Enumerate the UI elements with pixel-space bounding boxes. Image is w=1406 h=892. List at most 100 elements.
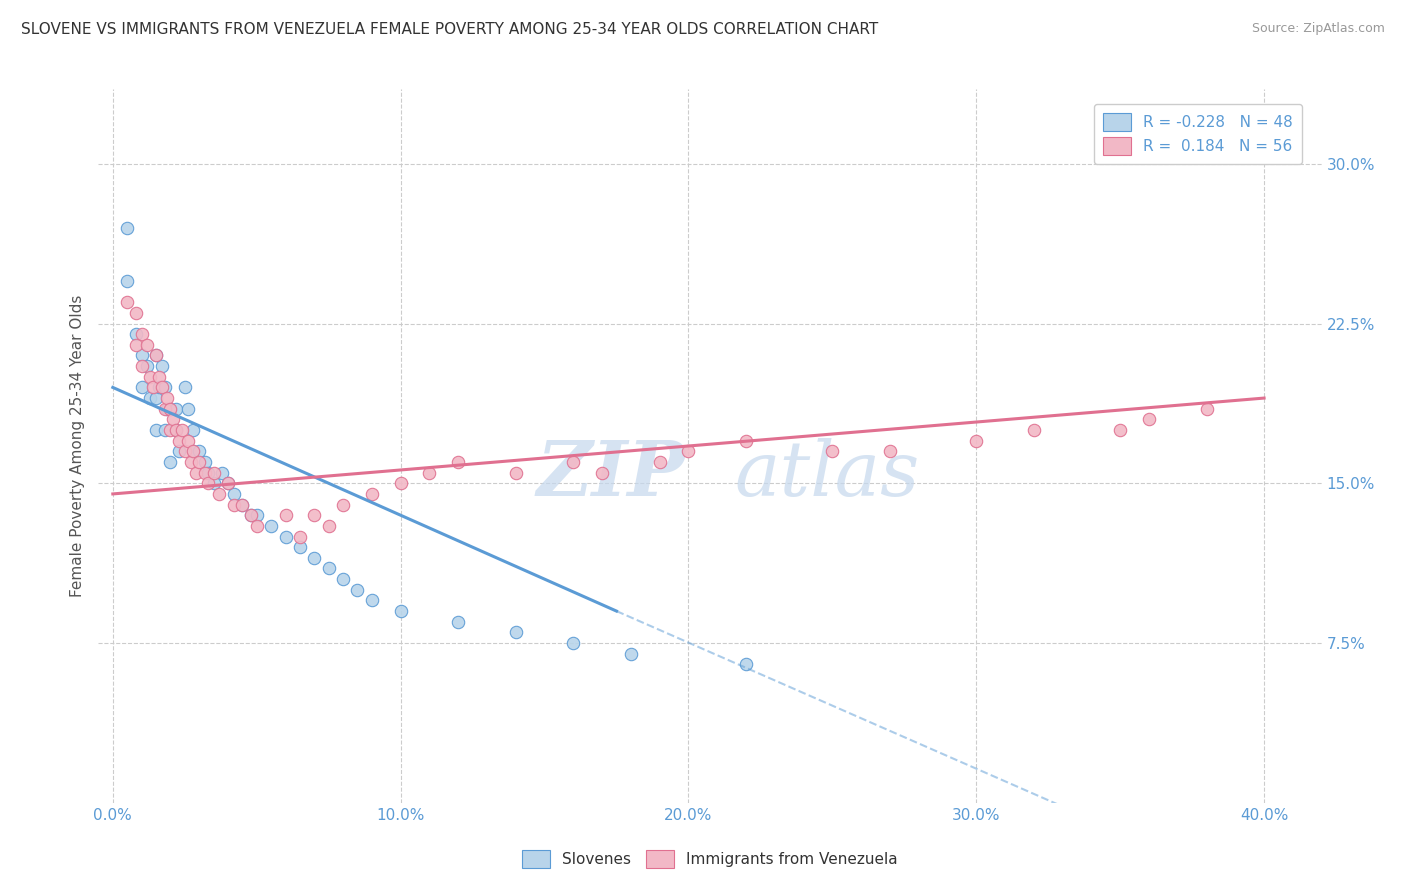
Point (1195, 401, 1218, 416)
Point (318, 519, 340, 533)
Point (735, 434, 758, 448)
Text: atlas: atlas (734, 438, 920, 511)
Point (165, 401, 187, 416)
Point (735, 657, 758, 672)
Point (194, 466, 217, 480)
Point (167, 434, 190, 448)
Point (389, 604, 412, 618)
Point (1109, 423, 1132, 437)
Point (131, 327, 153, 342)
Point (115, 274, 138, 288)
Point (170, 423, 193, 437)
Point (346, 582, 368, 597)
Point (360, 593, 382, 607)
Point (591, 466, 613, 480)
Point (131, 380, 153, 394)
Point (145, 349, 167, 363)
Point (821, 444, 844, 458)
Point (125, 338, 148, 352)
Point (202, 466, 225, 480)
Point (965, 434, 987, 448)
Point (131, 359, 153, 373)
Point (222, 487, 245, 501)
Point (231, 498, 253, 512)
Point (145, 391, 167, 405)
Point (562, 455, 585, 469)
Point (217, 476, 239, 491)
Point (125, 306, 148, 320)
Point (153, 423, 176, 437)
Point (208, 487, 231, 501)
Point (131, 349, 153, 363)
Point (125, 327, 148, 342)
Point (1137, 412, 1160, 426)
Point (211, 466, 233, 480)
Point (183, 444, 205, 458)
Point (159, 401, 181, 416)
Point (447, 455, 470, 469)
Point (165, 423, 187, 437)
Point (678, 444, 700, 458)
Point (148, 380, 170, 394)
Point (173, 444, 195, 458)
Point (145, 423, 167, 437)
Point (150, 359, 173, 373)
Point (159, 455, 181, 469)
Point (246, 508, 269, 523)
Point (183, 423, 205, 437)
Point (167, 444, 190, 458)
Point (183, 444, 205, 458)
Point (162, 412, 184, 426)
Point (447, 615, 470, 629)
Point (389, 476, 412, 491)
Point (418, 466, 440, 480)
Point (274, 508, 297, 523)
Point (360, 487, 382, 501)
Point (260, 519, 283, 533)
Point (197, 466, 219, 480)
Point (159, 401, 181, 416)
Point (197, 476, 219, 491)
Point (153, 401, 176, 416)
Point (505, 625, 527, 640)
Point (188, 455, 211, 469)
Point (332, 572, 354, 586)
Point (318, 561, 340, 575)
Point (332, 498, 354, 512)
Point (879, 444, 901, 458)
Point (180, 455, 202, 469)
Point (142, 380, 165, 394)
Point (139, 391, 162, 405)
Point (156, 401, 179, 416)
Point (505, 466, 527, 480)
Point (217, 476, 239, 491)
Point (173, 380, 195, 394)
Point (222, 498, 245, 512)
Point (176, 401, 198, 416)
Text: Source: ZipAtlas.com: Source: ZipAtlas.com (1251, 22, 1385, 36)
Point (188, 444, 211, 458)
Point (231, 498, 253, 512)
Point (194, 455, 217, 469)
Y-axis label: Female Poverty Among 25-34 Year Olds: Female Poverty Among 25-34 Year Olds (69, 295, 84, 597)
Point (159, 423, 181, 437)
Point (304, 508, 326, 523)
Point (274, 529, 297, 543)
Point (239, 508, 262, 523)
Point (648, 455, 671, 469)
Point (1022, 423, 1045, 437)
Point (136, 359, 159, 373)
Point (202, 476, 225, 491)
Point (153, 380, 176, 394)
Legend: Slovenes, Immigrants from Venezuela: Slovenes, Immigrants from Venezuela (516, 844, 904, 873)
Point (176, 434, 198, 448)
Point (620, 647, 643, 661)
Point (136, 338, 159, 352)
Text: SLOVENE VS IMMIGRANTS FROM VENEZUELA FEMALE POVERTY AMONG 25-34 YEAR OLDS CORREL: SLOVENE VS IMMIGRANTS FROM VENEZUELA FEM… (21, 22, 879, 37)
Point (139, 369, 162, 384)
Point (115, 295, 138, 310)
Text: ZIP: ZIP (537, 438, 686, 511)
Point (239, 508, 262, 523)
Point (562, 636, 585, 650)
Point (165, 423, 187, 437)
